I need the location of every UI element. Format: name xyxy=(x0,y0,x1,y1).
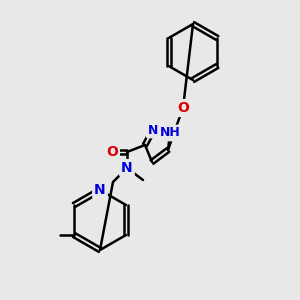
Text: N: N xyxy=(121,161,133,175)
Text: N: N xyxy=(94,183,106,197)
Text: NH: NH xyxy=(160,127,180,140)
Text: O: O xyxy=(106,145,118,159)
Text: N: N xyxy=(148,124,158,136)
Text: O: O xyxy=(177,101,189,115)
